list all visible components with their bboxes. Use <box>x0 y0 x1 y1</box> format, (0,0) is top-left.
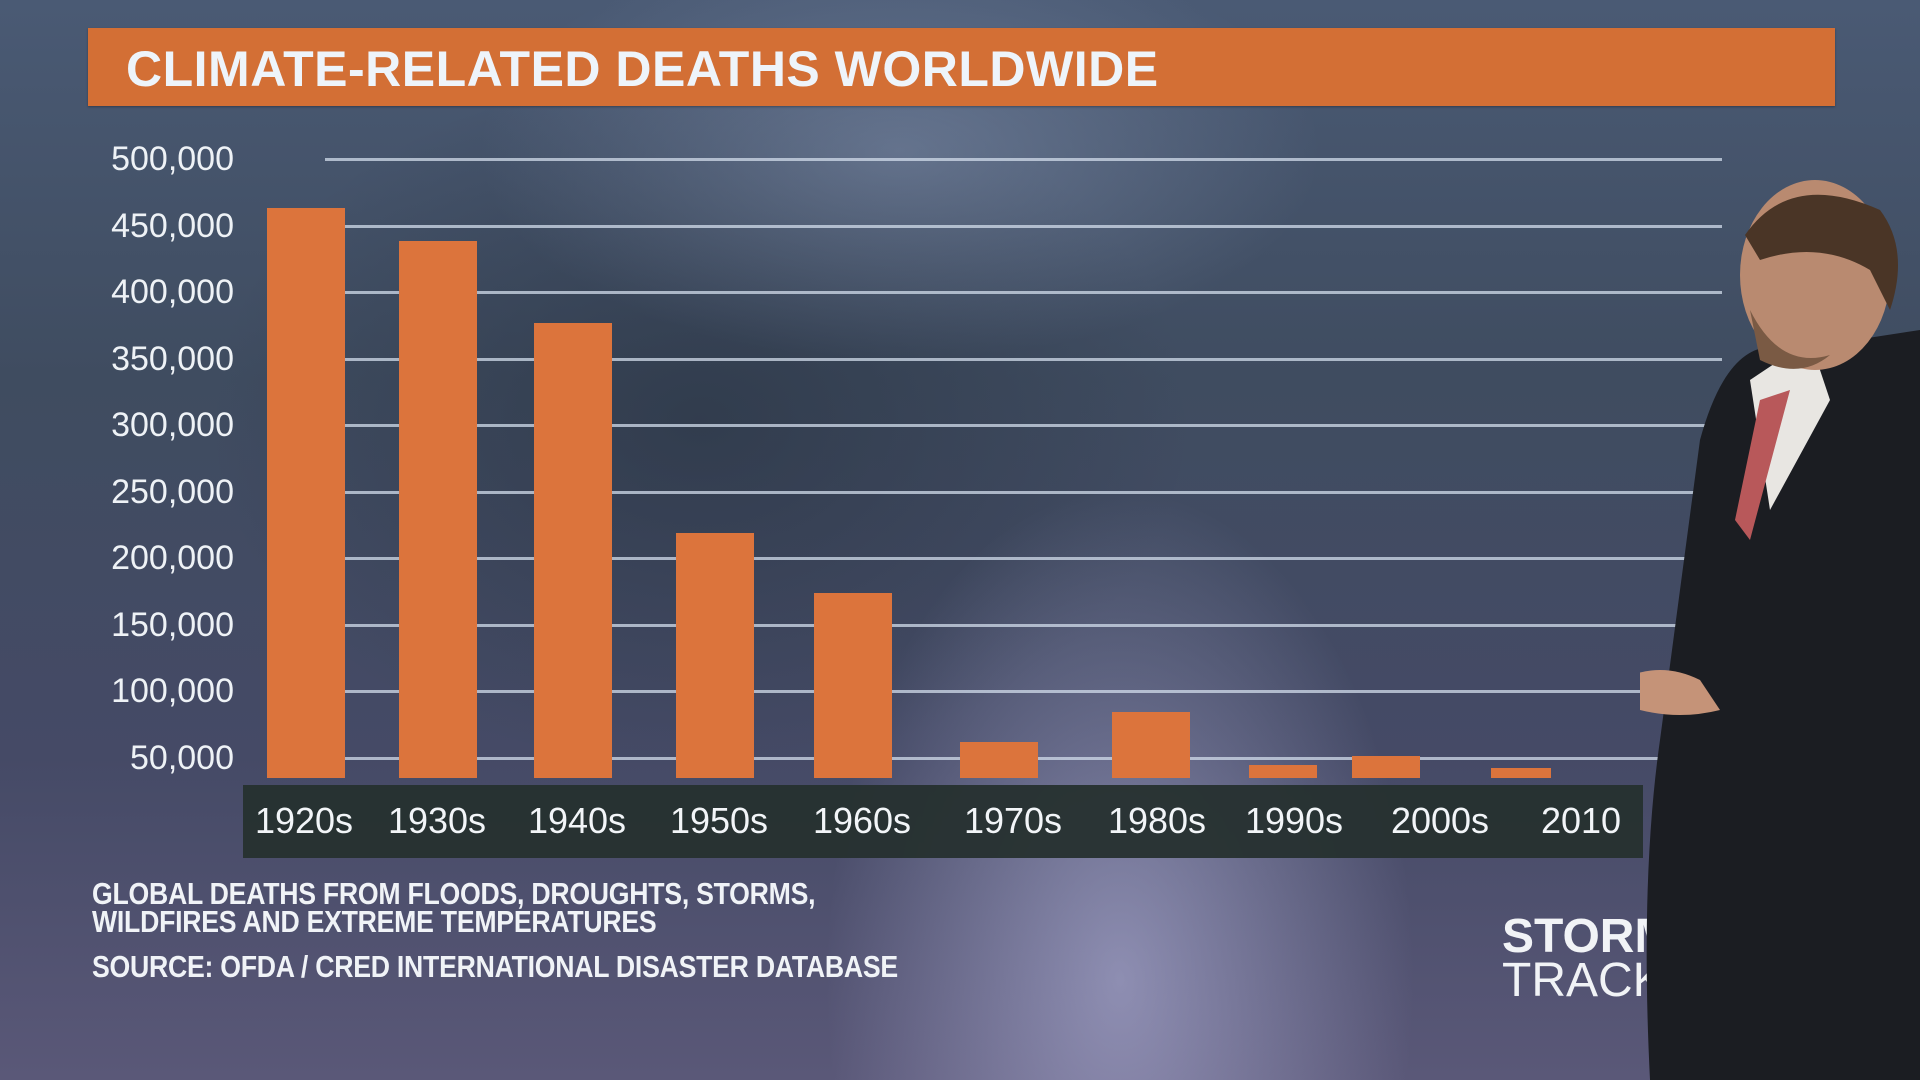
bar-1950s <box>676 532 754 778</box>
y-tick-label: 450,000 <box>111 206 234 245</box>
bar-1960s <box>814 592 892 778</box>
x-tick-label: 2000s <box>1390 800 1490 841</box>
bar-1930s <box>399 241 477 778</box>
presenter-figure <box>1640 180 1920 1080</box>
storm-track-logo: STORM TRACK <box>1502 910 1675 1007</box>
bar-1990s <box>1249 765 1317 778</box>
bar-1940s <box>534 322 612 778</box>
gridline <box>325 490 1722 494</box>
x-tick-label: 1920s <box>254 800 354 841</box>
x-tick-label: 1990s <box>1244 800 1344 841</box>
y-tick-label: 100,000 <box>111 672 234 710</box>
gridline <box>325 291 1722 294</box>
bar-2000s <box>1352 756 1420 778</box>
y-tick-label: 150,000 <box>111 605 234 644</box>
x-axis-strip <box>243 785 1643 858</box>
y-tick-label: 400,000 <box>111 273 234 311</box>
gridline <box>325 557 1722 560</box>
y-tick-label: 500,000 <box>111 140 234 178</box>
gridline <box>325 424 1722 427</box>
gridline <box>325 158 1722 161</box>
x-tick-label: 2010 <box>1540 800 1622 841</box>
source-text: SOURCE: OFDA / CRED INTERNATIONAL DISAST… <box>92 949 898 984</box>
y-tick-label: 250,000 <box>111 472 234 511</box>
logo-line-1: STORM <box>1502 910 1675 963</box>
y-tick-label: 350,000 <box>111 339 234 378</box>
bar-1920s <box>267 208 345 778</box>
gridline <box>325 623 1722 627</box>
y-tick-label: 300,000 <box>111 406 234 444</box>
gridline <box>325 357 1722 361</box>
logo-line-2: TRACK <box>1502 954 1665 1007</box>
caption-line-2: WILDFIRES AND EXTREME TEMPERATURES <box>92 904 657 939</box>
gridline <box>325 690 1722 693</box>
x-tick-label: 1970s <box>963 800 1063 841</box>
x-tick-label: 1960s <box>812 800 912 841</box>
x-tick-label: 1930s <box>387 800 487 841</box>
bar-1970s <box>960 741 1038 778</box>
x-tick-label: 1940s <box>527 800 627 841</box>
y-tick-label: 50,000 <box>130 738 234 777</box>
title-banner: CLIMATE-RELATED DEATHS WORLDWIDE <box>88 28 1835 106</box>
x-tick-label: 1980s <box>1107 800 1207 841</box>
bar-2010s <box>1491 768 1551 778</box>
gridline <box>325 224 1722 228</box>
caption-line-1: GLOBAL DEATHS FROM FLOODS, DROUGHTS, STO… <box>92 876 816 911</box>
y-tick-label: 200,000 <box>111 539 234 577</box>
x-tick-label: 1950s <box>669 800 769 841</box>
bar-1980s <box>1112 712 1190 778</box>
chart-title: CLIMATE-RELATED DEATHS WORLDWIDE <box>126 41 1159 97</box>
